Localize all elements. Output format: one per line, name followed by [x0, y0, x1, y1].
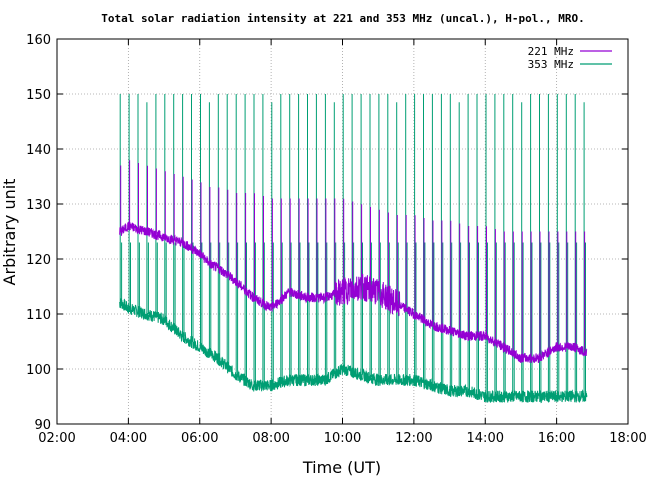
x-axis: 02:00 04:00 06:00 08:00 10:00 12:00 14:00 16:00… — [38, 39, 647, 446]
y-tick-label: 150 — [26, 88, 51, 103]
chart-title: Total solar radiation intensity at 221 a… — [101, 12, 584, 25]
x-tick-label: 04:00 — [110, 431, 147, 446]
x-tick-label: 12:00 — [395, 431, 432, 446]
x-tick-label: 08:00 — [252, 431, 289, 446]
y-tick-label: 120 — [26, 253, 51, 268]
y-tick-label: 140 — [26, 143, 51, 158]
series-line-221 — [119, 160, 588, 364]
legend: 221 MHz 353 MHz — [528, 45, 612, 71]
y-axis: 90 100 110 120 130 140 150 160 — [26, 33, 628, 433]
x-tick-label: 14:00 — [467, 431, 504, 446]
x-tick-label: 10:00 — [324, 431, 361, 446]
y-tick-label: 90 — [34, 418, 51, 433]
legend-label-353: 353 MHz — [528, 58, 574, 71]
y-axis-label: Arbitrary unit — [0, 179, 19, 286]
plot-area — [119, 94, 588, 404]
y-tick-label: 100 — [26, 363, 51, 378]
x-tick-label: 18:00 — [609, 431, 646, 446]
x-tick-label: 06:00 — [181, 431, 218, 446]
legend-label-221: 221 MHz — [528, 45, 574, 58]
y-tick-label: 160 — [26, 33, 51, 48]
x-axis-label: Time (UT) — [302, 458, 381, 477]
y-tick-label: 130 — [26, 198, 51, 213]
y-tick-label: 110 — [26, 308, 51, 323]
x-tick-label: 16:00 — [538, 431, 575, 446]
x-tick-label: 02:00 — [38, 431, 75, 446]
